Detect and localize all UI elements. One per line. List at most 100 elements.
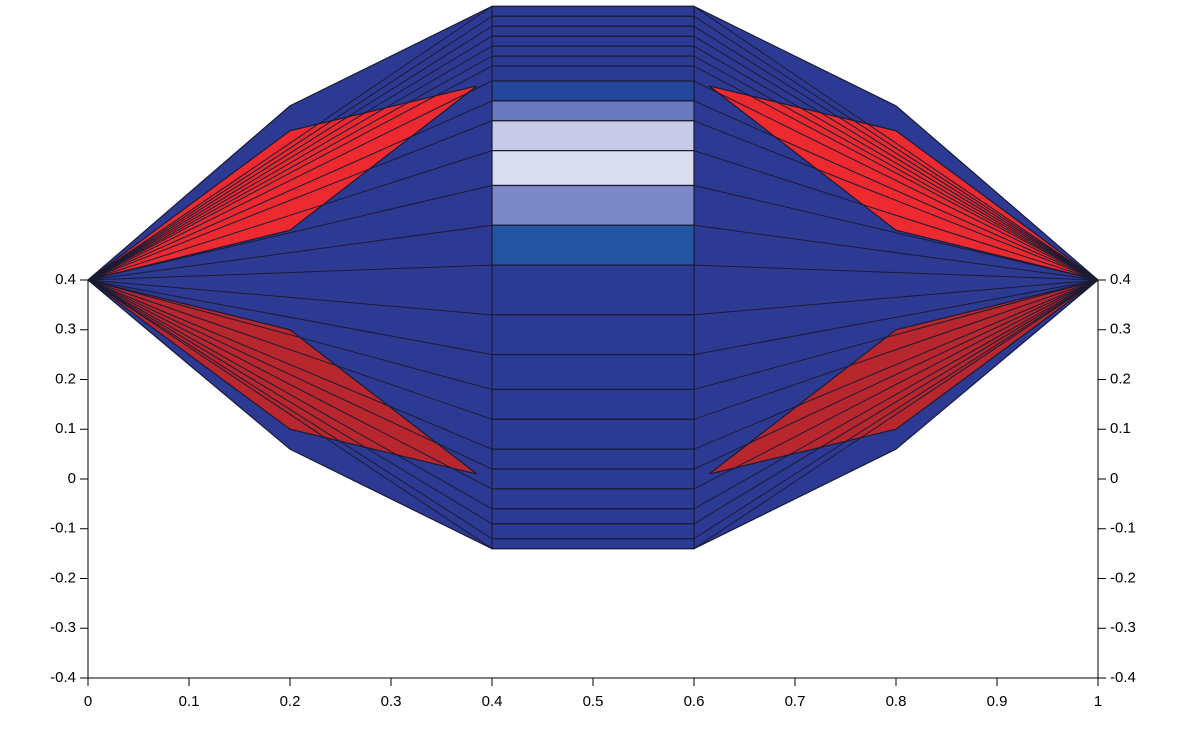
fan-line [693,80,1099,281]
fan-line [87,279,493,470]
band-stripe [491,150,695,187]
band-stripe [491,314,695,356]
fan-line [87,100,493,281]
fan-line [693,279,1099,540]
fan-line [87,55,493,281]
x-tick-label: 0.7 [785,693,806,710]
x-tick-label: 0.4 [482,693,503,710]
band-stripe [491,388,695,420]
fan-line [693,279,1099,316]
fan-line [87,279,493,316]
band-stripe [491,264,695,316]
fan-line [87,80,493,281]
mesh-polygon [708,279,1099,475]
band-stripe [491,15,695,27]
x-tick-label: 0.2 [280,693,301,710]
fan-line [87,45,493,281]
y-tick-label: 0.4 [55,271,76,288]
band-stripe [491,45,695,57]
fan-line [87,15,493,281]
fan-line [87,120,493,281]
x-tick-label: 0 [84,693,92,710]
fan-line [693,264,1099,281]
band-stripe [491,468,695,490]
fan-line [87,279,493,420]
band-stripe [491,5,695,17]
fan-line [693,279,1099,356]
x-tick-label: 0.8 [886,693,907,710]
band-stripe [491,184,695,226]
band-stripe [491,538,695,550]
y-tick-label: 0.1 [55,420,76,437]
y2-tick-label: 0 [1110,470,1118,487]
band-stripe [491,25,695,37]
band-stripe [491,100,695,122]
fan-line [693,279,1099,525]
fan-line [87,150,493,281]
x-tick-label: 1 [1094,693,1102,710]
fan-line [87,279,493,490]
fan-line [693,279,1099,390]
y2-tick-label: -0.1 [1110,520,1136,537]
band-stripe [491,508,695,525]
fan-line [693,279,1099,490]
band-stripe [491,65,695,82]
fan-line [87,279,493,510]
fan-line [693,100,1099,281]
y-tick-label: -0.1 [50,520,76,537]
band-stripe [491,224,695,266]
y2-tick-label: -0.2 [1110,569,1136,586]
fan-line [87,279,493,540]
x-tick-label: 0.5 [583,693,604,710]
y2-tick-label: 0.2 [1110,370,1131,387]
y2-tick-label: 0.4 [1110,271,1131,288]
band-stripe [491,488,695,510]
band-stripe [491,448,695,470]
fan-line [693,224,1099,281]
band-stripe [491,35,695,47]
fan-line [693,65,1099,281]
fan-line [693,279,1099,550]
fan-line [87,25,493,281]
y2-tick-label: -0.4 [1110,669,1136,686]
y2-tick-label: -0.3 [1110,619,1136,636]
fan-line [87,264,493,281]
fan-line [693,150,1099,281]
band-stripe [491,80,695,102]
fan-line [693,25,1099,281]
fan-line [87,279,493,390]
fan-line [87,5,493,281]
y-tick-label: 0.3 [55,321,76,338]
x-tick-label: 0.9 [987,693,1008,710]
y-tick-label: 0 [68,470,76,487]
fan-line [87,35,493,281]
band-stripe [491,418,695,450]
fan-line [693,15,1099,281]
fan-line [87,184,493,281]
y-tick-label: -0.3 [50,619,76,636]
fan-line [693,120,1099,281]
fan-line [693,279,1099,420]
x-tick-label: 0.1 [179,693,200,710]
fan-line [693,279,1099,510]
y-tick-label: 0.2 [55,370,76,387]
y-tick-label: -0.2 [50,569,76,586]
fan-line [693,55,1099,281]
fan-line [87,224,493,281]
fan-line [87,279,493,356]
y2-tick-label: 0.3 [1110,321,1131,338]
fan-line [87,65,493,281]
fan-line [693,279,1099,450]
fan-line [87,279,493,450]
band-stripe [491,354,695,391]
y-tick-label: -0.4 [50,669,76,686]
fan-line [693,279,1099,470]
fan-line [87,279,493,550]
mesh-polygon [87,279,478,475]
y2-tick-label: 0.1 [1110,420,1131,437]
fan-line [693,184,1099,281]
fan-line [693,45,1099,281]
fan-line [693,35,1099,281]
